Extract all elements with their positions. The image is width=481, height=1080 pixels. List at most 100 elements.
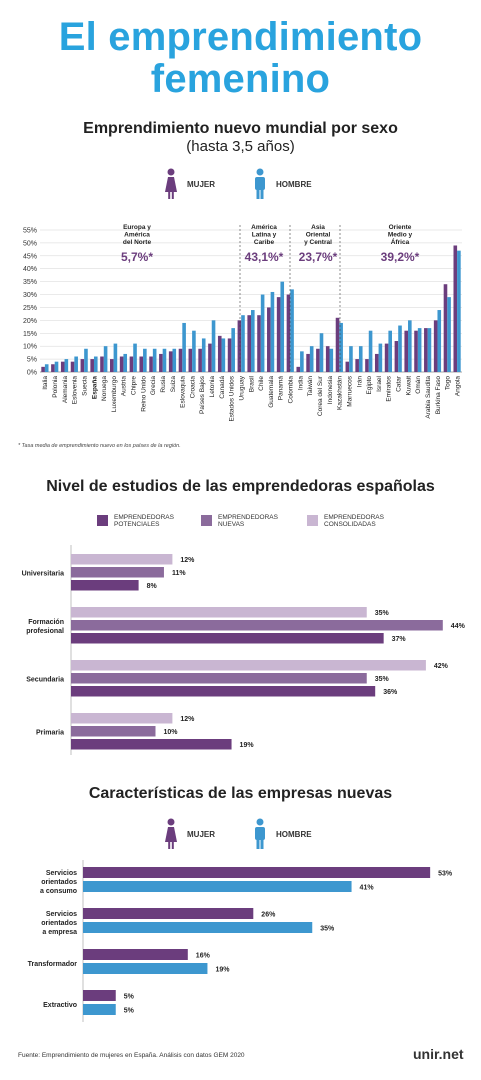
bar-hombre [231,328,235,372]
bar-hombre [241,315,245,372]
section3-title: Características de las empresas nuevas [88,785,393,802]
bar-hombre [457,250,461,372]
x-tick-label: Grecia [150,376,157,396]
bar-hombre [182,322,186,372]
x-tick-label: Angola [454,376,461,397]
legend-mujer-label: MUJER [187,180,216,189]
region-label: Caribe [254,239,275,246]
legend-swatch [97,515,108,526]
x-tick-label: Corea del Sur [317,375,324,416]
value-label: 12% [180,716,195,723]
bar-mujer [198,348,202,372]
y-tick-label: 40% [23,266,37,273]
main-title-line1: El emprendimiento [58,15,423,59]
x-tick-label: Suiza [170,376,177,393]
category-label: profesional [26,628,64,635]
x-tick-label: Brasil [248,375,255,392]
y-tick-label: 0% [27,370,37,377]
region-label: Asia [311,224,325,231]
bar [83,908,254,919]
x-tick-label: Irán [356,376,363,388]
value-label: 19% [240,742,255,749]
bar [71,607,367,618]
x-tick-label: Colombia [288,376,295,404]
chart-caracteristicas-empresas: Servicios orientados a consumo 53% 41% Servic… [28,860,453,1022]
bar [71,580,139,591]
section1-subtitle: (hasta 3,5 años) [186,138,295,155]
bar [83,881,352,892]
category-label: a consumo [40,888,77,895]
footer-source: Fuente: Emprendimiento de mujeres en Esp… [18,1052,245,1059]
y-tick-label: 55% [23,228,37,235]
bar-mujer [227,338,232,372]
x-tick-label: Países Bajos [199,375,206,414]
bar-hombre [74,356,78,372]
bar [71,673,367,684]
x-tick-label: Alemania [62,376,69,403]
bar-mujer [100,356,104,372]
bar-mujer [80,359,85,372]
value-label: 19% [215,967,230,974]
legend-hombre-icon [255,168,265,199]
legend-hombre-label: HOMBRE [276,180,312,189]
bar-mujer [345,361,350,372]
y-tick-label: 10% [23,344,37,351]
category-label: orientados [41,879,77,886]
value-label: 44% [451,623,466,630]
value-label: 26% [261,912,276,919]
bar-mujer [404,330,409,372]
x-tick-label: Polonia [52,376,59,398]
category-label: Formación [28,619,64,626]
bar-hombre [123,353,128,372]
bar-mujer [325,346,330,372]
bar-mujer [70,361,75,372]
value-label: 35% [375,610,390,617]
footer-brand-logo[interactable]: unir.net [413,1046,464,1062]
chart-emprendimiento-por-sexo: 0% 5% 10% 15% 20% 25% 30% 35% 40% 45% 50% 55% Italia… [23,224,462,422]
x-tick-label: Burkina Faso [435,376,442,415]
bar [83,922,313,933]
bar-mujer [414,330,418,372]
bar-mujer [237,320,242,372]
y-tick-label: 35% [23,279,37,286]
region-label: del Norte [123,239,152,246]
bar [71,726,156,737]
value-label: 8% [147,583,158,590]
x-tick-label: Arabia Saudita [425,376,432,419]
value-label: 12% [180,557,195,564]
bar-hombre [162,348,167,372]
value-label: 11% [172,570,186,577]
category-label: a empresa [42,929,77,936]
bar-hombre [192,330,196,372]
x-tick-label: Omán [415,376,422,394]
region-value: 43,1%* [245,250,284,264]
x-tick-label: Noruega [101,376,108,401]
bar-hombre [143,348,147,372]
x-tick-label: Panamá [278,376,285,401]
x-tick-label: Taiwán [307,376,314,397]
value-label: 53% [438,871,453,878]
value-label: 37% [392,636,407,643]
bar-hombre [201,338,206,372]
bar-hombre [93,356,98,372]
bar-hombre [437,310,442,372]
region-label: Oriental [306,232,331,239]
bar-mujer [286,294,291,372]
x-tick-label: Luxemburgo [111,376,118,413]
bar-mujer [119,356,124,372]
bar-hombre [339,322,343,372]
region-label: América [124,232,150,239]
category-label: orientados [41,920,77,927]
bar-mujer [267,307,271,372]
bar-hombre [398,325,402,372]
x-tick-label: Austria [121,376,128,397]
bar-hombre [290,289,294,372]
bar-hombre [133,343,137,372]
legend2-mujer-icon [165,818,177,849]
legend2-hombre-label: HOMBRE [276,830,312,839]
y-tick-label: 45% [23,253,37,260]
x-tick-label: Reino Unido [140,376,147,412]
section1-title: Emprendimiento nuevo mundial por sexo [83,120,398,137]
x-tick-label: Italia [42,376,49,390]
bar-hombre [280,281,285,372]
